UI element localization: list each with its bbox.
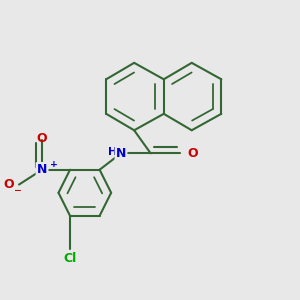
Text: Cl: Cl (63, 252, 76, 265)
Text: +: + (50, 160, 58, 169)
Text: H: H (108, 147, 117, 157)
Text: O: O (3, 178, 14, 191)
Text: O: O (37, 132, 47, 145)
Text: −: − (14, 186, 22, 195)
Text: O: O (188, 147, 198, 160)
Text: N: N (116, 147, 126, 160)
Text: N: N (37, 163, 47, 176)
